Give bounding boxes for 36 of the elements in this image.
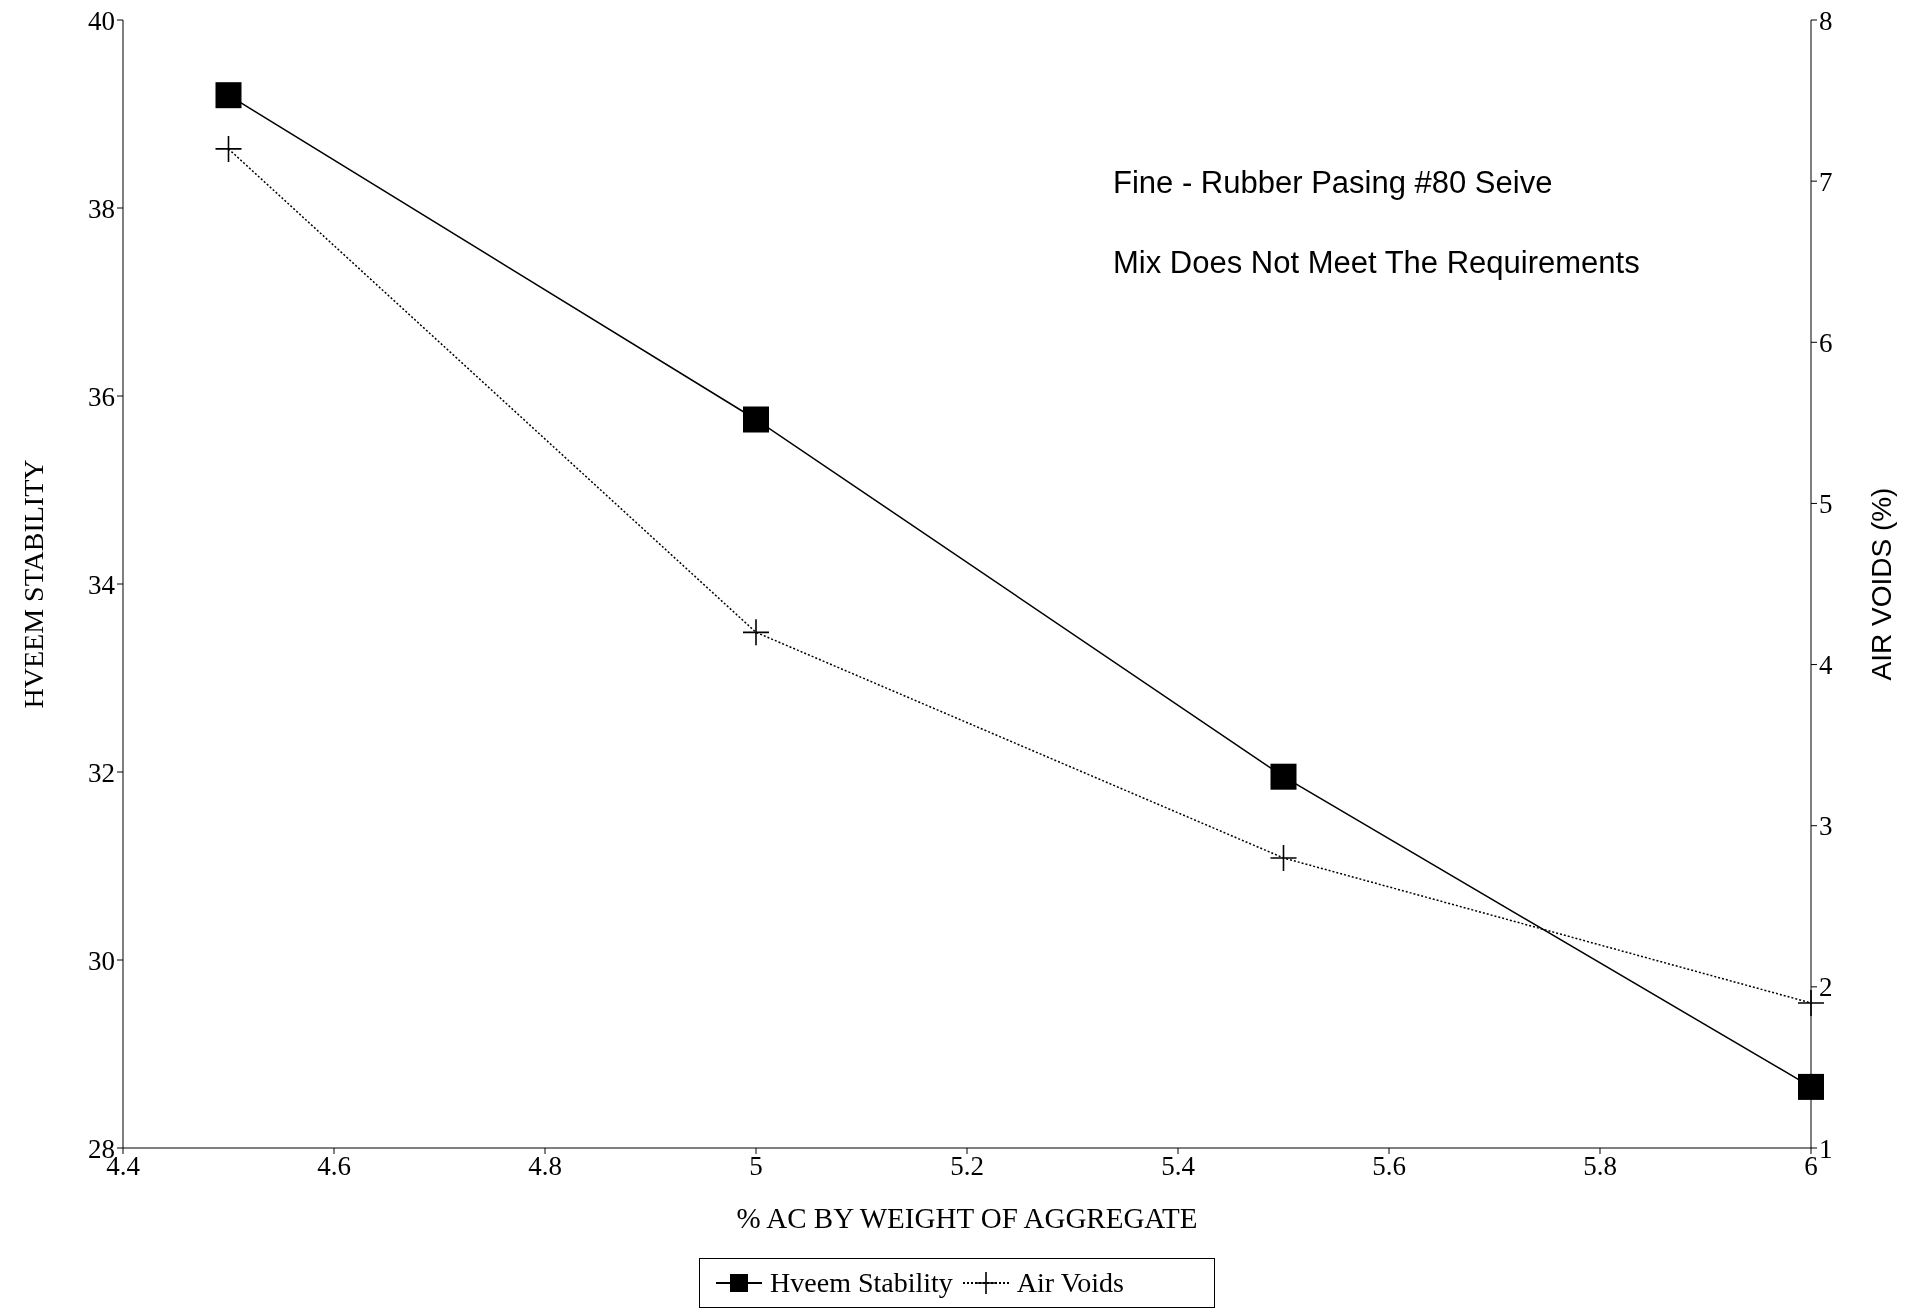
legend-label: Hveem Stability — [770, 1267, 953, 1299]
y2-tick-label: 4 — [1819, 650, 1833, 681]
point — [1798, 1073, 1824, 1100]
y-tick-label: 34 — [88, 569, 116, 600]
y-tick-label: 32 — [88, 757, 115, 788]
y-axis-title: HVEEM STABILITY — [17, 459, 49, 709]
y-tick-label: 36 — [88, 381, 115, 412]
x-tick-label: 4.6 — [317, 1151, 351, 1182]
point — [743, 619, 769, 646]
x-tick-label: 5.4 — [1161, 1151, 1196, 1182]
x-tick-label: 5.2 — [950, 1151, 984, 1182]
annotation: Fine - Rubber Pasing #80 Seive — [1113, 164, 1554, 202]
x-tick-label: 6 — [1804, 1151, 1818, 1182]
y2-tick-label: 8 — [1819, 5, 1833, 36]
y-tick-label: 38 — [88, 193, 115, 224]
x-axis-title: % AC BY WEIGHT OF AGGREGATE — [736, 1202, 1198, 1234]
y2-tick-label: 7 — [1819, 166, 1833, 197]
point — [215, 135, 242, 162]
point — [215, 82, 242, 109]
y-tick-label: 40 — [88, 5, 115, 36]
x-tick-label: 5 — [749, 1151, 763, 1182]
annotation: Mix Does Not Meet The Requirements — [1113, 244, 1640, 282]
x-tick-label: 5.6 — [1372, 1151, 1406, 1182]
y2-tick-label: 1 — [1819, 1133, 1833, 1164]
y2-tick-label: 2 — [1819, 972, 1833, 1003]
legend-label: Air Voids — [1016, 1267, 1124, 1299]
x-tick-label: 4.8 — [528, 1151, 562, 1182]
point — [743, 406, 769, 433]
point — [1270, 844, 1297, 871]
y-tick-label: 30 — [88, 945, 115, 976]
x-tick-label: 5.8 — [1583, 1151, 1617, 1182]
point — [1270, 763, 1297, 790]
y2-tick-label: 6 — [1819, 327, 1833, 358]
y2-tick-label: 3 — [1819, 811, 1833, 842]
y2-axis-title: AIR VOIDS (%) — [1865, 487, 1897, 681]
y2-tick-label: 5 — [1819, 489, 1833, 520]
